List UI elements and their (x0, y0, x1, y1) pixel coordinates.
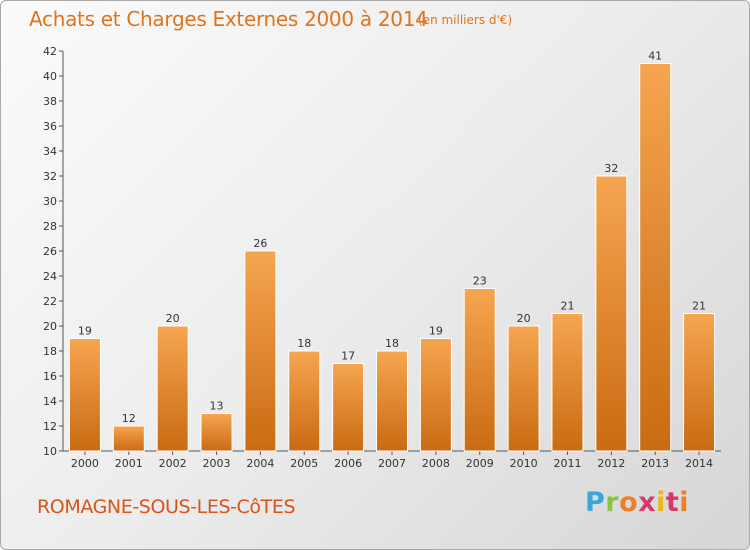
logo-letter: P (585, 487, 606, 518)
bar (332, 363, 365, 452)
bar (200, 413, 233, 452)
x-axis: 2000 2001 2002 2003 2004 2005 2006 2007 2008 2009… (63, 450, 721, 470)
data-label: 23 (473, 275, 487, 288)
y-tick-label: 14 (43, 395, 57, 408)
logo-letter: t (665, 487, 680, 518)
logo-letter: x (638, 487, 657, 518)
chart-title: Achats et Charges Externes 2000 à 2014 (29, 7, 428, 31)
y-tick-label: 12 (43, 420, 57, 433)
y-tick-label: 42 (43, 45, 57, 58)
x-tick-label: 2002 (159, 457, 187, 470)
data-label: 20 (166, 312, 180, 325)
bars-group (68, 63, 716, 452)
proxiti-logo: Proxiti (585, 487, 689, 518)
bar (376, 350, 408, 452)
data-label: 32 (604, 162, 618, 175)
y-tick-label: 32 (43, 170, 57, 183)
y-tick-label: 28 (43, 220, 57, 233)
x-tick-label: 2010 (510, 457, 538, 470)
x-tick-label: 2013 (641, 457, 669, 470)
data-label: 20 (517, 312, 531, 325)
bar (551, 313, 584, 452)
x-tick-label: 2007 (378, 457, 406, 470)
x-tick-label: 2014 (685, 457, 713, 470)
y-axis: 10 12 14 16 18 20 22 24 26 28 30 32 34 36 38 40 42 (43, 45, 64, 458)
data-label: 21 (560, 300, 574, 313)
bar (595, 175, 628, 452)
data-label: 21 (692, 300, 706, 313)
data-label: 18 (297, 337, 311, 350)
x-tick-label: 2008 (422, 457, 450, 470)
x-tick-label: 2000 (71, 457, 99, 470)
logo-letter: o (619, 487, 639, 518)
data-label: 17 (341, 350, 355, 363)
x-tick-label: 2011 (553, 457, 581, 470)
data-label: 19 (78, 325, 92, 338)
y-tick-label: 18 (43, 345, 57, 358)
data-label: 19 (429, 325, 443, 338)
logo-letter: r (605, 487, 620, 518)
bar (288, 350, 321, 452)
x-tick-label: 2006 (334, 457, 362, 470)
y-tick-label: 24 (43, 270, 57, 283)
y-tick-label: 20 (43, 320, 57, 333)
y-tick-label: 40 (43, 70, 57, 83)
x-tick-label: 2005 (290, 457, 318, 470)
bar (419, 338, 452, 452)
value-labels-group: 19 12 20 13 26 18 17 18 19 23 20 21 32 41 21 (78, 50, 706, 426)
y-tick-label: 30 (43, 195, 57, 208)
chart-subtitle: (en milliers d'€) (418, 13, 513, 27)
data-label: 18 (385, 337, 399, 350)
bar (507, 325, 540, 452)
bar (463, 288, 496, 452)
x-tick-label: 2001 (115, 457, 143, 470)
x-tick-label: 2003 (203, 457, 231, 470)
bar (683, 313, 716, 452)
x-tick-label: 2004 (246, 457, 274, 470)
y-tick-label: 36 (43, 120, 57, 133)
y-tick-label: 22 (43, 295, 57, 308)
y-tick-label: 26 (43, 245, 57, 258)
bar (68, 338, 101, 452)
y-tick-label: 16 (43, 370, 57, 383)
x-tick-label: 2009 (466, 457, 494, 470)
data-label: 12 (122, 412, 136, 425)
logo-letter: i (656, 487, 666, 518)
data-label: 13 (210, 400, 224, 413)
town-name: ROMAGNE-SOUS-LES-CôTES (37, 496, 296, 518)
x-tick-label: 2012 (597, 457, 625, 470)
y-tick-label: 34 (43, 145, 57, 158)
bar (112, 425, 145, 452)
y-tick-label: 38 (43, 95, 57, 108)
data-label: 41 (648, 50, 662, 63)
data-label: 26 (253, 237, 267, 250)
y-tick-label: 10 (43, 445, 57, 458)
bar (156, 325, 189, 452)
bar (639, 63, 672, 452)
logo-letter: i (679, 487, 690, 518)
bar (244, 250, 277, 452)
